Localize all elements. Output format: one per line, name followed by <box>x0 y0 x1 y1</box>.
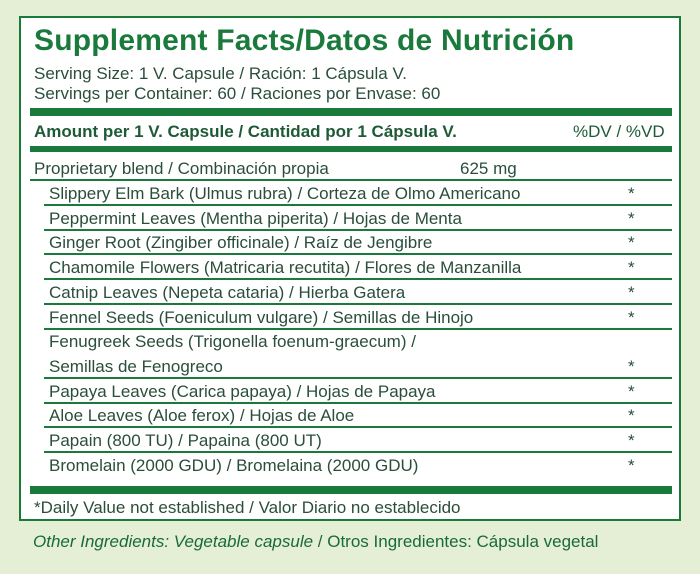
servings-per-container: Servings per Container: 60 / Raciones po… <box>34 84 441 103</box>
ingredient-row: Fenugreek Seeds (Trigonella foenum-graec… <box>30 329 672 354</box>
other-ingredients: Other Ingredients: Vegetable capsule / O… <box>33 532 598 552</box>
ingredient-name: Fenugreek Seeds (Trigonella foenum-graec… <box>49 332 416 352</box>
ingredient-name: Peppermint Leaves (Mentha piperita) / Ho… <box>49 208 462 228</box>
ingredient-dv: * <box>628 184 635 203</box>
ingredient-name: Aloe Leaves (Aloe ferox) / Hojas de Aloe <box>49 406 355 426</box>
ingredient-dv: * <box>628 282 635 302</box>
ingredient-name: Papaya Leaves (Carica papaya) / Hojas de… <box>49 381 436 401</box>
ingredient-dv: * <box>628 406 635 426</box>
ingredient-row: Bromelain (2000 GDU) / Bromelaina (2000 … <box>30 453 672 478</box>
amount-header: Amount per 1 V. Capsule / Cantidad por 1… <box>34 122 457 141</box>
ingredient-name: Chamomile Flowers (Matricaria recutita) … <box>49 258 522 278</box>
row-divider <box>44 426 672 429</box>
ingredient-name: Slippery Elm Bark (Ulmus rubra) / Cortez… <box>49 184 521 203</box>
row-divider <box>44 253 672 256</box>
ingredient-row: Semillas de Fenogreco * <box>30 354 672 379</box>
ingredient-row: Ginger Root (Zingiber officinale) / Raíz… <box>30 230 672 256</box>
ingredient-name: Catnip Leaves (Nepeta cataria) / Hierba … <box>49 282 406 302</box>
ingredient-dv: * <box>628 258 635 278</box>
daily-value-footnote: *Daily Value not established / Valor Dia… <box>34 498 461 517</box>
thick-divider-bottom <box>30 486 672 494</box>
panel-title: Supplement Facts/Datos de Nutrición <box>34 24 575 57</box>
row-divider <box>44 302 672 305</box>
thick-divider-top <box>30 108 672 116</box>
ingredient-name: Ginger Root (Zingiber officinale) / Raíz… <box>49 233 433 253</box>
ingredient-name: Semillas de Fenogreco <box>49 356 223 376</box>
ingredient-row: Catnip Leaves (Nepeta cataria) / Hierba … <box>30 280 672 305</box>
ingredient-dv: * <box>628 307 635 327</box>
ingredient-name: Bromelain (2000 GDU) / Bromelaina (2000 … <box>49 455 419 475</box>
supplement-facts-panel: Supplement Facts/Datos de Nutrición Serv… <box>19 16 681 521</box>
ingredient-dv: * <box>628 381 635 401</box>
row-divider <box>44 401 672 404</box>
thick-divider-header <box>30 146 672 152</box>
ingredient-dv: * <box>628 208 635 228</box>
ingredient-row: Papaya Leaves (Carica papaya) / Hojas de… <box>30 379 672 404</box>
ingredient-row: Aloe Leaves (Aloe ferox) / Hojas de Aloe… <box>30 403 672 429</box>
row-divider <box>44 327 672 330</box>
other-ingredients-separator: / <box>313 532 328 551</box>
blend-name: Proprietary blend / Combinación propia <box>34 159 329 178</box>
other-ingredients-label: Other Ingredients: Vegetable capsule <box>33 532 314 551</box>
ingredient-name: Papain (800 TU) / Papaina (800 UT) <box>49 431 322 450</box>
ingredient-dv: * <box>628 431 635 450</box>
ingredient-dv: * <box>628 356 635 376</box>
ingredient-dv: * <box>628 233 635 253</box>
serving-size: Serving Size: 1 V. Capsule / Ración: 1 C… <box>34 64 407 83</box>
ingredient-row: Fennel Seeds (Foeniculum vulgare) / Semi… <box>30 305 672 330</box>
ingredient-row: Chamomile Flowers (Matricaria recutita) … <box>30 255 672 281</box>
ingredient-row: Peppermint Leaves (Mentha piperita) / Ho… <box>30 206 672 231</box>
dv-header: %DV / %VD <box>573 122 665 141</box>
row-divider <box>44 204 672 206</box>
other-ingredients-text: Otros Ingredientes: Cápsula vegetal <box>327 532 599 551</box>
blend-amount: 625 mg <box>460 159 517 178</box>
blend-row: Proprietary blend / Combinación propia 6… <box>30 156 672 181</box>
ingredient-row: Slippery Elm Bark (Ulmus rubra) / Cortez… <box>30 181 672 206</box>
row-divider <box>44 278 672 281</box>
row-divider <box>44 228 672 231</box>
ingredient-dv: * <box>628 455 635 475</box>
row-divider <box>44 376 672 379</box>
row-divider <box>30 179 672 181</box>
ingredient-name: Fennel Seeds (Foeniculum vulgare) / Semi… <box>49 307 474 327</box>
ingredient-row: Papain (800 TU) / Papaina (800 UT) * <box>30 428 672 453</box>
row-divider <box>44 451 672 453</box>
